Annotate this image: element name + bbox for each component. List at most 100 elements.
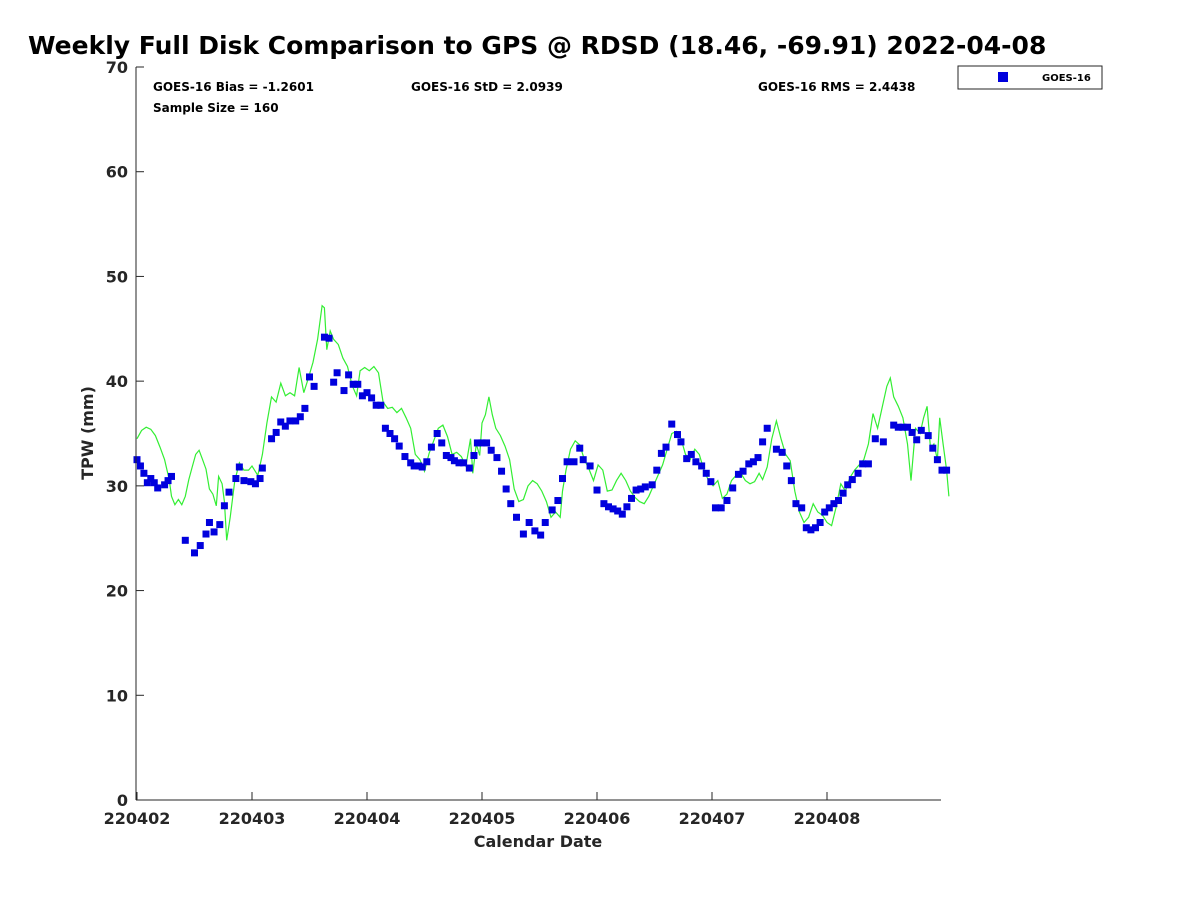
goes-point bbox=[908, 428, 916, 436]
goes-point bbox=[899, 423, 907, 431]
goes-point bbox=[493, 454, 501, 462]
goes-point bbox=[418, 463, 426, 471]
goes-point bbox=[807, 526, 815, 534]
legend-box bbox=[957, 65, 1103, 90]
goes-point bbox=[395, 442, 403, 450]
goes-point bbox=[507, 500, 515, 508]
goes-point bbox=[240, 477, 248, 485]
goes-point bbox=[340, 387, 348, 395]
x-tick-label: 220405 bbox=[449, 809, 516, 828]
goes-point bbox=[483, 439, 491, 447]
goes-point bbox=[586, 462, 594, 470]
goes-point bbox=[904, 423, 911, 431]
goes-point bbox=[924, 432, 932, 440]
goes-point bbox=[513, 513, 520, 521]
goes-point bbox=[825, 504, 833, 512]
x-tick-label: 220404 bbox=[334, 809, 401, 828]
goes-point bbox=[802, 524, 810, 532]
goes-point bbox=[859, 460, 867, 468]
goes-point bbox=[368, 394, 376, 402]
goes-point bbox=[717, 504, 725, 512]
goes-point bbox=[465, 464, 473, 472]
goes-point bbox=[835, 497, 842, 505]
goes-point bbox=[943, 466, 951, 474]
goes-point bbox=[668, 420, 676, 428]
goes-point bbox=[702, 469, 710, 477]
goes-point bbox=[894, 423, 902, 431]
goes-point bbox=[707, 478, 715, 486]
goes-point bbox=[202, 530, 210, 538]
goes-point bbox=[325, 334, 333, 342]
goes-point bbox=[301, 404, 309, 412]
goes-point bbox=[879, 438, 887, 446]
goes-point bbox=[792, 500, 800, 508]
goes-point bbox=[563, 458, 571, 466]
goes-point bbox=[605, 503, 612, 511]
goes-point bbox=[150, 479, 158, 487]
goes-point bbox=[256, 475, 264, 483]
goes-point bbox=[143, 479, 151, 487]
x-tick-label: 220402 bbox=[104, 809, 171, 828]
goes-point bbox=[821, 508, 829, 516]
goes-point bbox=[830, 500, 838, 508]
goes-point bbox=[729, 484, 737, 492]
goes-point bbox=[460, 459, 468, 467]
goes-point bbox=[191, 549, 198, 557]
goes-point bbox=[628, 494, 635, 502]
goes-point bbox=[798, 504, 806, 512]
goes-point bbox=[890, 421, 898, 429]
goes-point bbox=[470, 451, 478, 459]
goes-point bbox=[711, 504, 719, 512]
gps-series bbox=[136, 304, 950, 541]
goes-point bbox=[648, 481, 656, 489]
rms-stat: GOES-16 RMS = 2.4438 bbox=[758, 80, 915, 94]
sample-size-stat: Sample Size = 160 bbox=[153, 101, 279, 115]
x-tick-label: 220403 bbox=[219, 809, 286, 828]
axis-ticks: 0 10 20 30 40 50 60 70 220402 220403 220404 220405 2… bbox=[104, 58, 861, 828]
goes-point bbox=[759, 438, 767, 446]
goes-point bbox=[739, 467, 747, 475]
std-stat: GOES-16 StD = 2.0939 bbox=[411, 80, 563, 94]
goes-point bbox=[423, 458, 431, 466]
goes-point bbox=[778, 448, 786, 456]
y-tick-label: 40 bbox=[106, 372, 128, 391]
goes-point bbox=[310, 382, 318, 390]
goes-point bbox=[292, 417, 300, 425]
goes-point bbox=[745, 460, 753, 468]
y-tick-label: 50 bbox=[106, 267, 128, 286]
goes-point bbox=[933, 456, 941, 464]
gps-line bbox=[136, 304, 950, 541]
goes-point bbox=[812, 524, 819, 532]
bias-stat: GOES-16 Bias = -1.2601 bbox=[153, 80, 314, 94]
goes-point bbox=[372, 401, 380, 409]
goes-point bbox=[306, 373, 313, 381]
goes-point bbox=[473, 439, 481, 447]
goes-point bbox=[559, 475, 566, 483]
goes-point bbox=[442, 451, 450, 459]
goes-point bbox=[938, 466, 946, 474]
x-tick-label: 220406 bbox=[564, 809, 631, 828]
goes-point bbox=[281, 422, 289, 430]
goes-point bbox=[164, 477, 172, 485]
goes-point bbox=[763, 424, 771, 432]
goes-point bbox=[871, 435, 879, 443]
goes-point bbox=[268, 435, 276, 443]
goes-point bbox=[754, 454, 762, 462]
goes-point bbox=[225, 488, 233, 496]
goes-point bbox=[391, 435, 399, 443]
goes-point bbox=[537, 531, 545, 539]
goes-point bbox=[277, 418, 285, 426]
goes-point bbox=[205, 519, 213, 527]
goes-16-series bbox=[133, 333, 951, 557]
goes-point bbox=[614, 507, 622, 515]
goes-point bbox=[498, 467, 506, 475]
goes-point bbox=[478, 439, 486, 447]
goes-point bbox=[450, 457, 458, 465]
goes-point bbox=[133, 456, 141, 464]
goes-point bbox=[363, 389, 371, 397]
goes-point bbox=[345, 371, 353, 379]
goes-point bbox=[410, 462, 418, 470]
goes-point bbox=[168, 472, 175, 480]
goes-point bbox=[320, 333, 328, 341]
